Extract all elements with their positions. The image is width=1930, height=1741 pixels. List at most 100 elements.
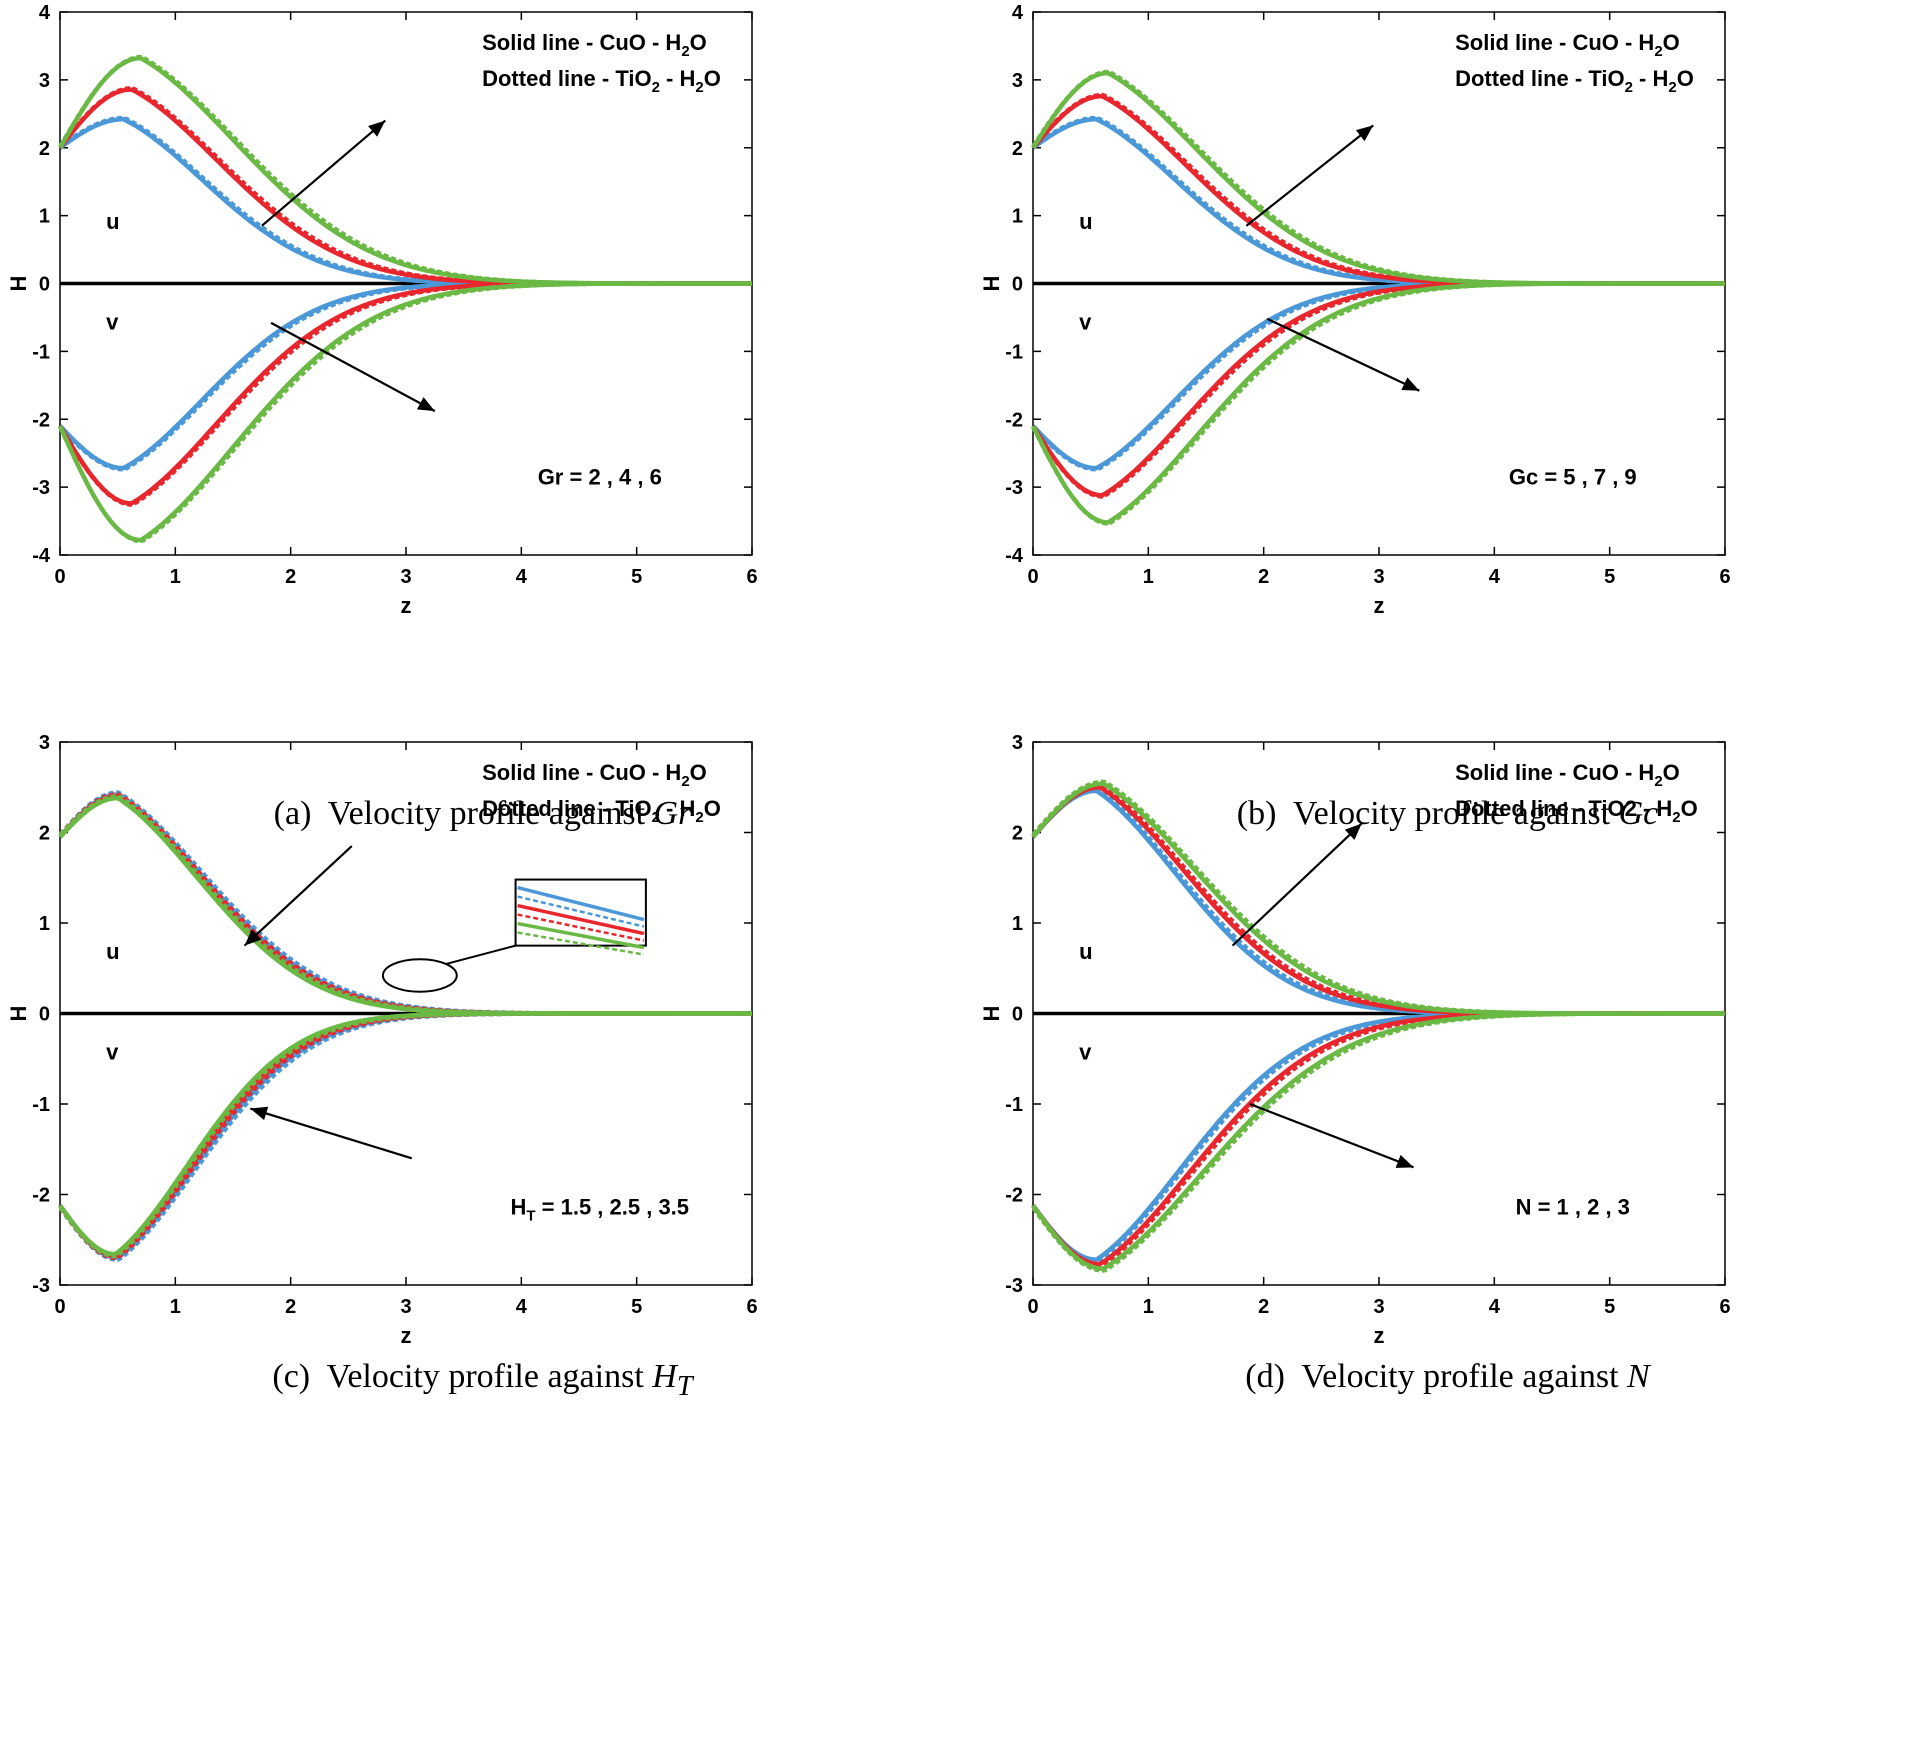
y-tick-label-b: -4 bbox=[1005, 545, 1024, 567]
param-label-b: Gc = 5 , 7 , 9 bbox=[1509, 464, 1637, 489]
arrow-head-a bbox=[368, 120, 386, 137]
x-tick-label-d: 3 bbox=[1373, 1296, 1384, 1318]
y-tick-label-d: -2 bbox=[1005, 1185, 1023, 1207]
x-tick-label-c: 4 bbox=[516, 1296, 528, 1318]
x-tick-label-b: 5 bbox=[1604, 566, 1615, 588]
y-tick-label-d: -1 bbox=[1005, 1094, 1023, 1116]
arrow-head-d bbox=[1395, 1154, 1414, 1168]
x-tick-label-b: 0 bbox=[1027, 566, 1038, 588]
legend-dotted-sub1: 2 bbox=[652, 809, 660, 826]
legend-dotted-sub2: 2 bbox=[695, 809, 703, 826]
series-red-v-dotted-d bbox=[1031, 1012, 1725, 1269]
x-axis-label-d: z bbox=[1374, 1323, 1385, 1348]
x-tick-label-c: 3 bbox=[400, 1296, 411, 1318]
x-tick-label-a: 3 bbox=[400, 566, 411, 588]
param-label-c: HT = 1.5 , 2.5 , 3.5 bbox=[510, 1194, 689, 1224]
series-green-u-solid-a bbox=[58, 55, 752, 286]
series-green-u-dotted-b bbox=[1031, 69, 1725, 285]
param-post: = 1 , 2 , 3 bbox=[1531, 1194, 1629, 1219]
legend-dotted-sub2: 2 bbox=[695, 79, 703, 96]
caption-c: (c) Velocity profile against HT bbox=[272, 1358, 693, 1402]
x-tick-label-d: 0 bbox=[1027, 1296, 1038, 1318]
legend-solid-b: O bbox=[1663, 760, 1680, 785]
param-label-d: N = 1 , 2 , 3 bbox=[1516, 1194, 1630, 1219]
y-tick-label-a: -4 bbox=[32, 545, 51, 567]
legend-dotted-mid: - H bbox=[660, 66, 695, 91]
legend-solid-b: O bbox=[690, 30, 707, 55]
y-tick-label-c: -2 bbox=[32, 1185, 50, 1207]
legend-dotted-a: Dotted line - TiO bbox=[1455, 66, 1624, 91]
x-tick-label-c: 1 bbox=[170, 1296, 181, 1318]
x-tick-label-a: 1 bbox=[170, 566, 181, 588]
y-tick-label-c: 0 bbox=[39, 1004, 50, 1026]
legend-dotted-d: Dotted line - TiO2 - H2O bbox=[1455, 796, 1698, 826]
series-blue-u-dotted-c bbox=[58, 790, 752, 1015]
chart-d: 0 1 2 3 4 5 6 3 2 1 0 -1 -2 -3 z Hu v Solid line - CuO - … bbox=[979, 732, 1731, 1348]
x-tick-label-c: 2 bbox=[285, 1296, 296, 1318]
x-tick-label-a: 6 bbox=[746, 566, 757, 588]
y-axis-label-c: H bbox=[6, 1006, 31, 1022]
y-tick-label-d: 3 bbox=[1012, 732, 1023, 754]
param-sub: T bbox=[526, 1207, 535, 1224]
x-tick-label-d: 1 bbox=[1143, 1296, 1154, 1318]
legend-dotted-a: Dotted line - TiO2 - H bbox=[1455, 796, 1672, 821]
inset-line bbox=[517, 921, 645, 950]
legend-dotted-mid: - H bbox=[1633, 66, 1668, 91]
arrow-line-a bbox=[270, 321, 436, 413]
x-tick-label-c: 6 bbox=[746, 1296, 757, 1318]
inset-line bbox=[517, 903, 645, 936]
legend-solid-c: Solid line - CuO - H2O bbox=[482, 760, 707, 790]
series-blue-v-solid-d bbox=[1031, 1011, 1725, 1263]
y-tick-label-b: 4 bbox=[1012, 2, 1024, 24]
legend-dotted-b: O bbox=[1677, 66, 1694, 91]
chart-a: 0 1 2 3 4 5 6 4 3 2 1 0 -1 -2 -3 -4 z Hu v Solid line - CuO… bbox=[6, 2, 758, 618]
series-blue-u-dotted-a bbox=[59, 115, 752, 285]
inset-line bbox=[517, 931, 645, 956]
x-tick-label-b: 1 bbox=[1143, 566, 1154, 588]
u-label-d: u bbox=[1079, 939, 1092, 964]
arrow-head-c bbox=[244, 929, 262, 946]
legend-dotted-sub2: 2 bbox=[1668, 79, 1676, 96]
series-green-v-dotted-c bbox=[58, 1012, 752, 1259]
y-tick-label-b: 2 bbox=[1012, 138, 1023, 160]
legend-solid-b: O bbox=[690, 760, 707, 785]
caption-a: (a) Velocity profile against Gr bbox=[273, 795, 692, 832]
series-green-v-solid-d bbox=[1031, 1011, 1725, 1271]
x-tick-label-d: 2 bbox=[1258, 1296, 1269, 1318]
arrow-line-c bbox=[243, 845, 353, 947]
y-tick-label-a: 2 bbox=[39, 138, 50, 160]
x-tick-label-d: 6 bbox=[1719, 1296, 1730, 1318]
legend-solid-a: Solid line - CuO - H bbox=[482, 30, 681, 55]
y-tick-label-c: -1 bbox=[32, 1094, 50, 1116]
legend-dotted-a: Dotted line - TiO bbox=[482, 796, 651, 821]
x-tick-label-c: 0 bbox=[54, 1296, 65, 1318]
x-tick-label-c: 5 bbox=[631, 1296, 642, 1318]
y-tick-label-a: 3 bbox=[39, 70, 50, 92]
u-label-b: u bbox=[1079, 209, 1092, 234]
chart-c: 0 1 2 3 4 5 6 3 2 1 0 -1 -2 -3 z Hu v Solid line - CuO - … bbox=[6, 732, 758, 1348]
legend-dotted-sub2: 2 bbox=[1672, 809, 1680, 826]
series-red-v-solid-c bbox=[58, 1011, 752, 1259]
x-tick-label-b: 6 bbox=[1719, 566, 1730, 588]
x-tick-label-a: 0 bbox=[54, 566, 65, 588]
legend-solid-b: Solid line - CuO - H2O bbox=[1455, 30, 1680, 60]
arrow-head-c bbox=[250, 1106, 269, 1121]
caption-b: (b) Velocity profile against Gc bbox=[1236, 795, 1659, 832]
arrow-head-b bbox=[1355, 125, 1374, 142]
legend-solid-a: Solid line - CuO - H bbox=[1455, 30, 1654, 55]
x-axis-label-b: z bbox=[1374, 593, 1385, 618]
x-axis-label-c: z bbox=[401, 1323, 412, 1348]
y-tick-label-b: 1 bbox=[1012, 206, 1023, 228]
legend-dotted-b: O bbox=[704, 796, 721, 821]
series-green-v-solid-a bbox=[57, 281, 752, 543]
series-red-u-solid-b bbox=[1031, 93, 1725, 286]
legend-dotted-sub1: 2 bbox=[1625, 79, 1633, 96]
series-red-v-dotted-c bbox=[58, 1012, 752, 1261]
arrow-line-a bbox=[261, 119, 386, 227]
y-tick-label-c: 3 bbox=[39, 732, 50, 754]
series-green-v-dotted-d bbox=[1031, 1012, 1725, 1273]
y-tick-label-d: 1 bbox=[1012, 913, 1023, 935]
arrow-line-d bbox=[1249, 1102, 1414, 1169]
v-label-b: v bbox=[1079, 310, 1092, 335]
